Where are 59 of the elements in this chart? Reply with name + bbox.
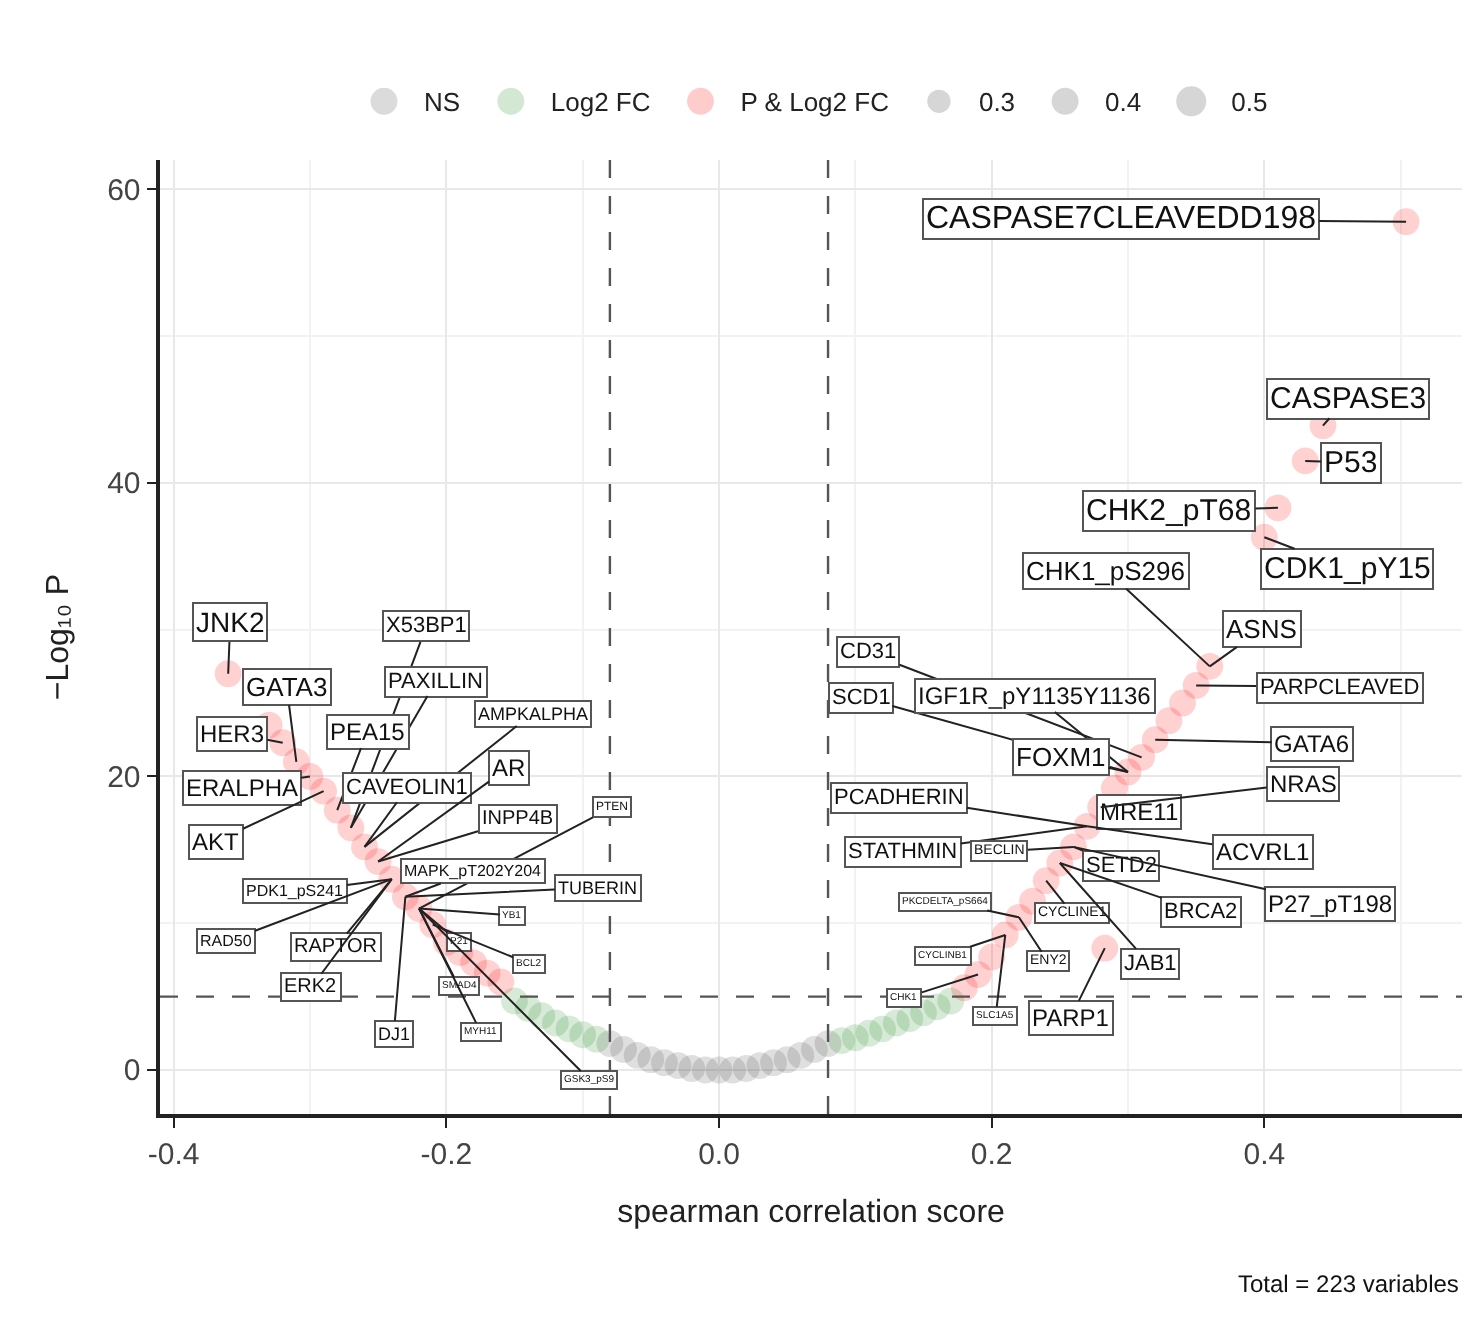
x-tick-label: -0.4 — [147, 1137, 200, 1172]
annotation: GATA3 — [246, 672, 328, 702]
y-tick-label: 0 — [123, 1054, 141, 1089]
annotation: SCD1 — [832, 686, 891, 710]
legend-label: 0.3 — [978, 87, 1016, 118]
text: Total = 223 variables — [1238, 1270, 1459, 1298]
annotation: TUBERIN — [558, 878, 638, 898]
annotation: ACVRL1 — [1216, 838, 1311, 866]
legend-label: 0.5 — [1231, 87, 1268, 118]
annotation: CAVEOLIN1 — [346, 776, 468, 800]
annotation: PARPCLEAVED — [1260, 676, 1420, 700]
annotation: CD31 — [840, 640, 897, 664]
annotation: JNK2 — [196, 606, 265, 638]
annotation: SETD2 — [1086, 854, 1157, 878]
annotation: MAPK_pT202Y204 — [404, 862, 543, 880]
x-axis-title: spearman correlation score — [617, 1195, 1006, 1230]
annotation: HER3 — [200, 720, 265, 748]
annotation: ASNS — [1226, 614, 1298, 644]
y-axis-title: −Log₁₀ P — [41, 573, 76, 701]
annotation: RAD50 — [200, 932, 253, 950]
annotation: IGF1R_pY1135Y1136 — [918, 682, 1152, 710]
x-tick-label: 0.0 — [698, 1137, 740, 1172]
y-tick-label: 40 — [107, 467, 141, 502]
annotation: AR — [492, 754, 527, 782]
x-tick-label: 0.2 — [970, 1137, 1013, 1172]
annotation: CASPASE3 — [1270, 382, 1427, 416]
annotation: ERALPHA — [186, 774, 299, 802]
annotation: PDK1_pS241 — [246, 882, 345, 900]
annotation: GATA6 — [1274, 730, 1350, 758]
annotation: P27_pT198 — [1268, 890, 1393, 918]
annotation: AKT — [192, 828, 241, 856]
annotation: P53 — [1324, 446, 1378, 480]
annotation: CHK2_pT68 — [1086, 494, 1252, 528]
annotation: INPP4B — [482, 808, 554, 830]
annotation: AMPKALPHA — [478, 704, 589, 724]
annotation: FOXM1 — [1016, 742, 1106, 772]
annotation: CHK1_pS296 — [1026, 556, 1185, 586]
annotation: PEA15 — [330, 718, 406, 746]
annotation: NRAS — [1270, 770, 1337, 798]
annotation: X53BP1 — [386, 614, 467, 638]
annotation: PCADHERIN — [834, 786, 964, 810]
annotation: CASPASE7CLEAVEDD198 — [926, 202, 1317, 236]
x-tick-label: -0.2 — [420, 1137, 473, 1172]
annotation: CDK1_pY15 — [1264, 552, 1431, 586]
annotation: DJ1 — [378, 1024, 411, 1044]
annotation: STATHMIN — [848, 840, 958, 864]
legend-label: Log2 FC — [550, 87, 651, 118]
legend-label: NS — [424, 87, 461, 118]
x-tick-label: 0.4 — [1243, 1137, 1286, 1172]
annotation: ERK2 — [284, 976, 338, 998]
annotation: BRCA2 — [1164, 900, 1238, 924]
annotation: PAXILLIN — [388, 670, 484, 694]
annotation: PARP1 — [1032, 1004, 1110, 1032]
legend-label: 0.4 — [1105, 87, 1142, 118]
annotation: MRE11 — [1100, 798, 1179, 826]
y-tick-label: 20 — [107, 760, 141, 795]
legend-label: P & Log2 FC — [740, 87, 889, 118]
y-tick-label: 60 — [107, 173, 141, 208]
annotation: JAB1 — [1124, 952, 1177, 976]
